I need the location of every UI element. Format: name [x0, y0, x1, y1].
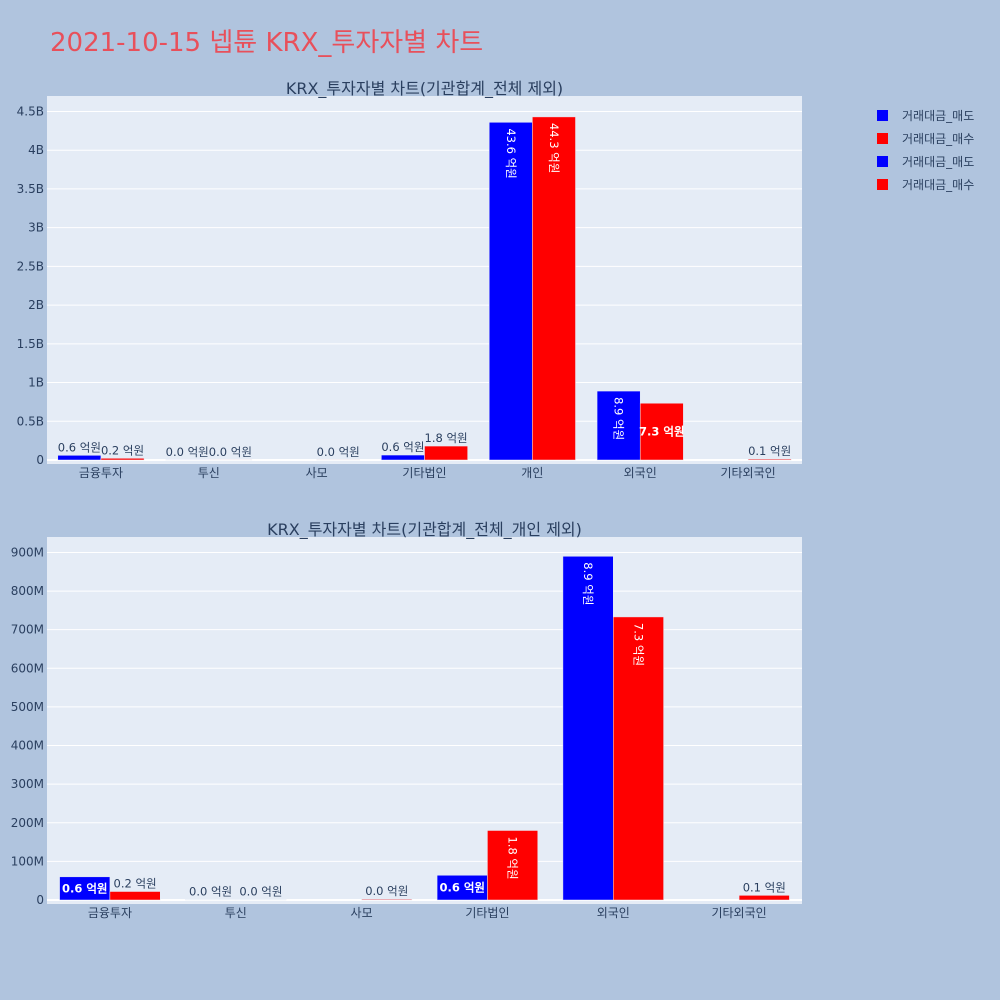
- bar: [613, 616, 664, 901]
- bar-data-label: 0.1 억원: [748, 444, 791, 458]
- chart-2: 0 100M 200M 300M 400M 500M 600M 700M 800M 900M KRX…: [11, 520, 802, 920]
- x-tick-label: 기타법인: [465, 906, 509, 920]
- y-tick-label: 200M: [11, 816, 44, 830]
- x-tick-label: 사모: [306, 466, 328, 480]
- y-tick-label: 600M: [11, 661, 44, 675]
- bar-data-label: 1.8 억원: [506, 836, 520, 879]
- bar-data-label: 43.6 억원: [504, 128, 518, 178]
- bar-data-label: 1.8 억원: [425, 431, 468, 445]
- y-tick-label: 900M: [11, 545, 44, 559]
- bar: [747, 458, 792, 461]
- bar: [532, 116, 576, 461]
- bar: [57, 455, 102, 461]
- bar: [596, 390, 641, 461]
- bar: [738, 895, 790, 901]
- bar: [59, 876, 111, 901]
- bar-data-label: 0.0 억원: [317, 445, 360, 459]
- chart-1: 0 0.5B 1B 1.5B 2B 2.5B 3B 3.5B 4B 4.5B KRX_투자자별 차트…: [17, 79, 802, 480]
- y-tick-label: 2.5B: [17, 259, 44, 273]
- bar-data-label: 0.6 억원: [58, 440, 101, 454]
- bar: [562, 556, 614, 901]
- bar-data-label: 0.6 억원: [439, 881, 485, 895]
- page-title: 2021-10-15 넵튠 KRX_투자자별 차트: [50, 28, 484, 58]
- bar-data-label: 0.0 억원: [365, 884, 408, 898]
- y-tick-label: 4.5B: [17, 104, 44, 118]
- legend-entry: 거래대금_매수: [902, 132, 974, 146]
- bar-data-label: 44.3 억원: [547, 123, 561, 173]
- subplot-title: KRX_투자자별 차트(기관합계_전체 제외): [286, 79, 563, 99]
- bar-data-label: 7.3 억원: [631, 623, 645, 666]
- x-tick-label: 투신: [225, 906, 247, 920]
- bar: [424, 445, 468, 461]
- x-tick-label: 개인: [521, 466, 543, 480]
- legend-swatch: [877, 179, 888, 190]
- y-tick-label: 1.5B: [17, 337, 44, 351]
- x-tick-label: 사모: [351, 906, 373, 920]
- x-tick-label: 외국인: [597, 906, 630, 920]
- x-tick-label: 기타법인: [402, 466, 446, 480]
- legend-entry: 거래대금_매도: [902, 155, 974, 169]
- bar: [381, 454, 425, 461]
- y-tick-label: 0: [36, 893, 44, 907]
- legend-swatch: [877, 133, 888, 144]
- legend-entry: 거래대금_매도: [902, 109, 974, 123]
- bar-data-label: 0.1 억원: [743, 880, 786, 894]
- x-tick-label: 외국인: [624, 466, 657, 480]
- bar: [361, 898, 413, 901]
- bar-data-label: 8.9 억원: [581, 562, 595, 605]
- legend-entry: 거래대금_매수: [902, 178, 974, 192]
- x-tick-label: 금융투자: [88, 906, 132, 920]
- legend-swatch: [877, 156, 888, 167]
- x-tick-label: 금융투자: [79, 466, 123, 480]
- y-tick-label: 3B: [28, 221, 44, 235]
- x-tick-label: 기타외국인: [720, 466, 775, 480]
- x-tick-label: 기타외국인: [711, 906, 766, 920]
- y-tick-label: 400M: [11, 739, 44, 753]
- bar: [487, 830, 538, 901]
- y-tick-label: 300M: [11, 777, 44, 791]
- bar-data-label: 8.9 억원: [612, 397, 626, 440]
- y-tick-label: 0: [36, 453, 44, 467]
- y-tick-label: 2B: [28, 298, 44, 312]
- legend-swatch: [877, 110, 888, 121]
- bar: [100, 458, 145, 461]
- y-tick-label: 500M: [11, 700, 44, 714]
- y-tick-label: 1B: [28, 376, 44, 390]
- subplot-title: KRX_투자자별 차트(기관합계_전체_개인 제외): [267, 520, 582, 540]
- y-tick-label: 3.5B: [17, 182, 44, 196]
- y-tick-label: 4B: [28, 143, 44, 157]
- bar-data-label: 0.0 억원: [239, 885, 282, 899]
- bar-data-label: 0.2 억원: [114, 877, 157, 891]
- bar-data-label: 0.0 억원: [209, 445, 252, 459]
- bar-data-label: 7.3 억원: [639, 425, 685, 439]
- bar-data-label: 0.2 억원: [101, 443, 144, 457]
- y-tick-label: 700M: [11, 623, 44, 637]
- bar: [639, 402, 684, 461]
- plot-area: [47, 537, 802, 904]
- bar-data-label: 0.6 억원: [381, 440, 424, 454]
- bar-data-label: 0.6 억원: [62, 881, 108, 895]
- plot-area: [47, 96, 802, 464]
- x-tick-label: 투신: [198, 466, 220, 480]
- bar-data-label: 0.0 억원: [189, 885, 232, 899]
- y-tick-label: 800M: [11, 584, 44, 598]
- bar-data-label: 0.0 억원: [166, 445, 209, 459]
- bar: [109, 891, 161, 901]
- bar: [488, 122, 533, 461]
- y-tick-label: 100M: [11, 854, 44, 868]
- y-tick-label: 0.5B: [17, 414, 44, 428]
